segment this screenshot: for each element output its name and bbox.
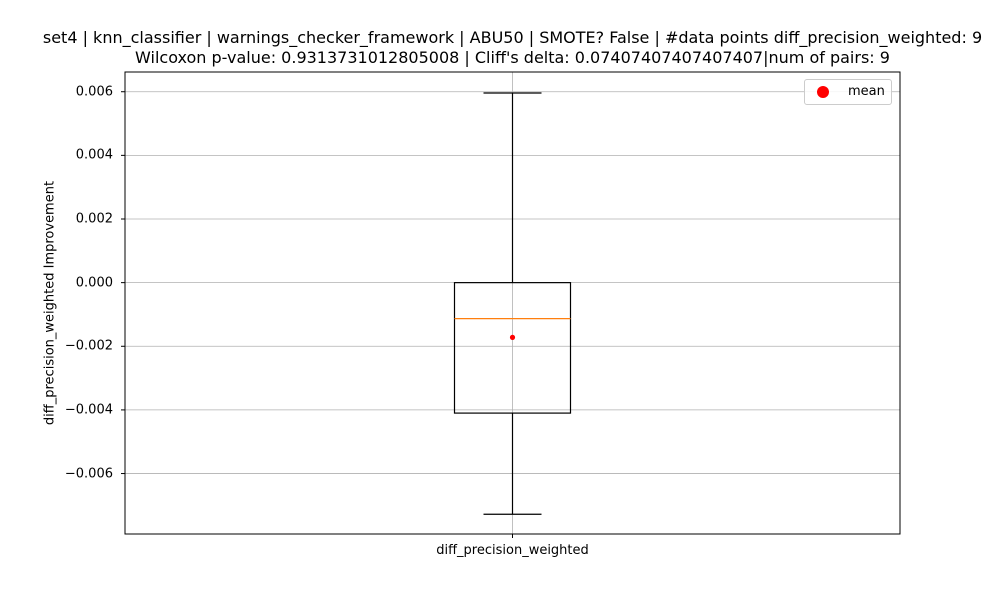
tick-marks bbox=[121, 91, 513, 538]
box-iqr bbox=[453, 282, 572, 414]
chart-title-line-1: set4 | knn_classifier | warnings_checker… bbox=[42, 28, 983, 47]
y-tick-label: 0.000 bbox=[75, 275, 113, 291]
y-axis-label: diff_precision_weighted Improvement bbox=[42, 180, 58, 426]
x-tick-label: diff_precision_weighted bbox=[436, 543, 589, 558]
legend: mean bbox=[804, 79, 892, 105]
box-layer bbox=[453, 92, 572, 515]
chart-title-line-2: Wilcoxon p-value: 0.9313731012805008 | C… bbox=[135, 48, 890, 67]
mean-point bbox=[509, 334, 516, 340]
y-tick-label: −0.006 bbox=[64, 466, 113, 482]
y-tick-label: 0.004 bbox=[75, 147, 113, 163]
y-tick-label: −0.002 bbox=[64, 338, 113, 354]
y-tick-label: 0.006 bbox=[75, 84, 113, 100]
y-tick-label: −0.004 bbox=[64, 402, 113, 418]
y-tick-label: 0.002 bbox=[75, 211, 113, 227]
legend-mean-marker bbox=[817, 86, 829, 98]
legend-mean-label: mean bbox=[848, 84, 885, 99]
